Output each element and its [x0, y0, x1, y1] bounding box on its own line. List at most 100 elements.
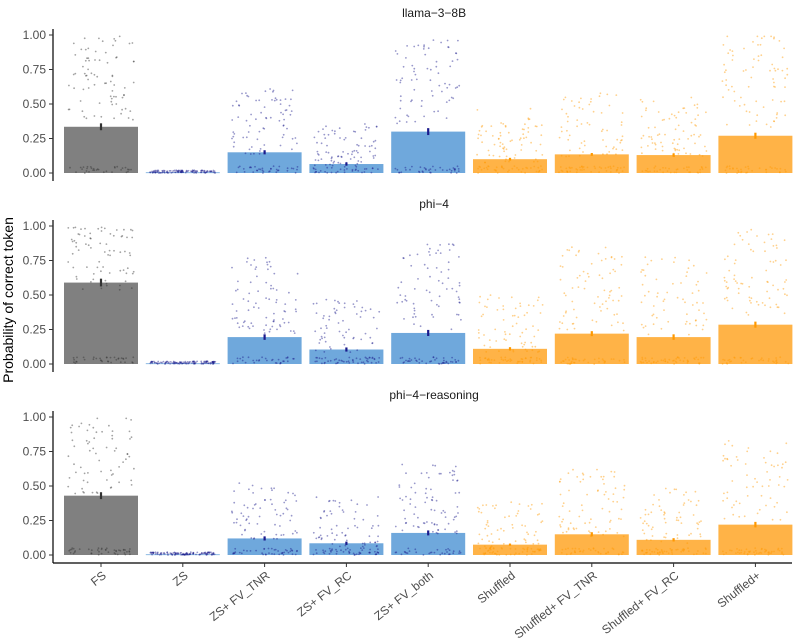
data-point	[562, 531, 564, 534]
data-point	[610, 256, 613, 258]
data-point	[356, 162, 359, 165]
data-point	[609, 272, 611, 275]
data-point	[584, 280, 587, 282]
data-point	[151, 171, 154, 174]
data-point	[273, 312, 275, 315]
data-point	[658, 499, 660, 501]
data-point	[333, 358, 336, 361]
data-point	[614, 270, 616, 273]
data-point	[322, 549, 324, 552]
data-point	[295, 500, 298, 502]
data-point	[758, 167, 761, 170]
data-point	[250, 537, 253, 539]
data-point	[294, 530, 297, 532]
data-point	[660, 327, 663, 330]
data-point	[166, 360, 169, 363]
bar	[145, 172, 220, 174]
data-point	[621, 135, 624, 138]
data-point	[519, 360, 521, 363]
data-point	[500, 122, 502, 124]
data-point	[369, 336, 372, 339]
data-point	[728, 358, 731, 361]
data-point	[97, 227, 100, 230]
data-point	[187, 362, 190, 365]
data-point	[759, 551, 761, 554]
data-point	[678, 138, 681, 141]
data-point	[520, 342, 523, 345]
data-point	[538, 170, 541, 172]
data-point	[152, 551, 155, 554]
data-point	[125, 417, 128, 420]
data-point	[180, 551, 183, 554]
data-point	[477, 329, 480, 331]
data-point	[280, 111, 282, 114]
data-point	[326, 171, 329, 174]
data-point	[355, 313, 358, 315]
data-point	[458, 298, 461, 301]
data-point	[783, 312, 786, 315]
data-point	[256, 523, 259, 525]
data-point	[401, 77, 404, 80]
data-point	[769, 126, 772, 128]
data-point	[149, 171, 152, 174]
data-point	[177, 171, 180, 173]
data-point	[171, 362, 174, 364]
data-point	[765, 168, 767, 171]
data-point	[564, 294, 567, 297]
data-point	[268, 170, 270, 173]
data-point	[761, 547, 763, 550]
data-point	[695, 319, 697, 321]
data-point	[271, 99, 273, 101]
data-point	[269, 170, 271, 173]
data-point	[374, 154, 377, 157]
data-point	[685, 152, 687, 155]
data-point	[273, 272, 276, 275]
data-point	[527, 127, 530, 129]
data-point	[429, 171, 432, 174]
data-point	[589, 531, 591, 534]
data-point	[672, 360, 674, 362]
data-point	[275, 301, 278, 304]
data-point	[688, 171, 690, 174]
data-point	[620, 508, 623, 511]
data-point	[650, 362, 653, 365]
data-point	[72, 356, 75, 359]
data-point	[454, 465, 457, 468]
data-point	[357, 160, 360, 162]
data-point	[432, 530, 434, 533]
data-point	[673, 114, 676, 117]
data-point	[616, 138, 619, 141]
data-point	[333, 160, 336, 163]
data-point	[702, 324, 705, 327]
data-point	[447, 362, 450, 365]
data-point	[479, 295, 481, 298]
data-point	[429, 79, 432, 82]
data-point	[734, 280, 737, 282]
data-point	[291, 137, 294, 140]
data-point	[785, 442, 788, 445]
data-point	[534, 158, 537, 161]
data-point	[122, 358, 125, 360]
data-point	[777, 306, 780, 309]
data-point	[572, 358, 574, 361]
data-point	[598, 171, 600, 174]
data-point	[262, 172, 264, 174]
data-point	[371, 342, 374, 344]
data-point	[180, 171, 182, 174]
data-point	[171, 554, 174, 556]
data-point	[582, 166, 585, 168]
data-point	[349, 158, 352, 160]
data-point	[235, 289, 237, 292]
data-point	[331, 156, 333, 159]
data-point	[699, 168, 702, 171]
data-point	[265, 117, 268, 120]
data-point	[335, 358, 338, 360]
data-point	[522, 547, 524, 550]
data-point	[413, 313, 416, 315]
data-point	[612, 548, 615, 551]
data-point	[92, 358, 95, 361]
data-point	[372, 155, 375, 157]
data-point	[743, 551, 746, 553]
data-point	[441, 282, 444, 285]
data-point	[700, 520, 702, 522]
